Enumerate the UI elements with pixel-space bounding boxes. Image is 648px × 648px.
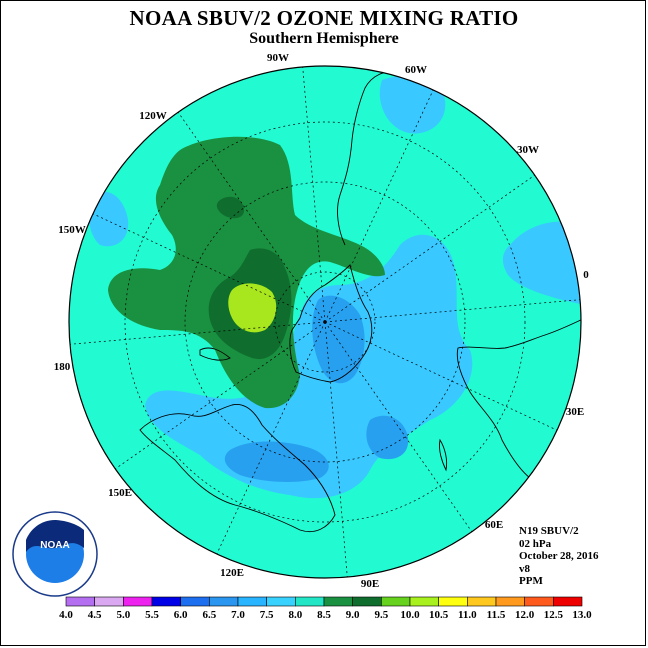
contour-region-mid-blue [224,441,329,482]
info-date: October 28, 2016 [519,550,599,562]
coastline-australia [139,404,336,533]
map-boundary [68,65,582,579]
colorbar-tick-label: 12.0 [515,609,535,621]
colorbar-swatch [65,596,95,607]
colorbar-swatch [381,596,411,607]
contour-region-light-blue [379,75,446,134]
lon-label-60w: 60W [405,64,427,76]
colorbar-tick-label: 6.5 [202,609,216,621]
lon-label-60e: 60E [485,519,503,531]
colorbar-tick-label: 10.0 [400,609,420,621]
colorbar-swatch [467,596,497,607]
colorbar-swatch [94,596,124,607]
coastline-south-america [337,71,399,246]
lon-label-90e: 90E [361,578,379,590]
lon-label-120w: 120W [139,110,167,122]
lon-label-150w: 150W [58,224,86,236]
logo-bird-shape [26,520,84,552]
graticule [69,66,581,578]
colorbar-swatch [266,596,296,607]
lon-label-0: 0 [583,269,589,281]
colorbar-swatch [438,596,468,607]
contour-region-ozone-maximum [228,283,277,333]
lon-label-120e: 120E [220,567,244,579]
colorbar-tick-label: 13.0 [572,609,592,621]
lon-label-30e: 30E [566,406,584,418]
colorbar-tick-label: 9.0 [346,609,360,621]
colorbar-tick-label: 8.5 [317,609,331,621]
colorbar-tick-label: 10.5 [429,609,449,621]
ozone-contours [88,75,581,499]
colorbar-tick-label: 11.5 [487,609,506,621]
contour-region-light-blue [88,191,129,247]
map-title: NOAA SBUV/2 OZONE MIXING RATIO [129,6,519,30]
noaa-logo: NOAA [12,511,98,597]
latitude-circle [124,121,526,523]
lon-label-30w: 30W [517,144,539,156]
lon-label-90w: 90W [267,52,289,64]
colorbar-swatch [180,596,210,607]
info-level: 02 hPa [519,537,552,550]
colorbar-tick-label: 7.5 [260,609,274,621]
colorbar-tick-label: 7.0 [231,609,245,621]
colorbar-tick-label: 5.0 [116,609,130,621]
contour-region-dark-green [216,196,245,219]
colorbar-tick-label: 9.5 [374,609,388,621]
colorbar-tick-label: 8.0 [288,609,302,621]
logo-text: NOAA [40,540,69,551]
colorbar-tick-label: 4.0 [59,609,73,621]
colorbar-swatch [524,596,554,607]
contour-region-light-blue [503,221,581,305]
colorbar-swatch [237,596,267,607]
colorbar-swatch [495,596,525,607]
colorbar-swatch [553,596,583,607]
colorbar-tick-label: 4.5 [88,609,102,621]
colorbar-swatch [409,596,439,607]
colorbar-swatch [123,596,153,607]
latitude-circle [184,181,466,463]
info-version: v8 [519,562,530,575]
colorbar-swatch [151,596,181,607]
colorbar: 4.0 4.5 5.0 5.5 6.0 6.5 7.0 7.5 8.0 8.5 9.0 9.5 10.0… [59,596,592,621]
colorbar-tick-label: 11.0 [458,609,477,621]
info-instrument: N19 SBUV/2 [519,525,579,537]
coastline-africa [456,317,581,479]
colorbar-swatch [352,596,382,607]
colorbar-swatch [209,596,239,607]
coastline-antarctica [289,264,373,383]
info-block: N19 SBUV/2 02 hPa October 28, 2016 v8 PP… [519,525,599,588]
colorbar-swatch [295,596,325,607]
lon-label-180: 180 [54,361,71,373]
colorbar-tick-label: 12.5 [544,609,564,621]
contour-region-mid-blue [366,415,409,460]
coastlines [139,71,581,533]
colorbar-tick-label: 6.0 [174,609,188,621]
colorbar-swatch [323,596,353,607]
coastline-madagascar [439,438,448,472]
coastline-new-zealand [199,347,231,361]
map-subtitle: Southern Hemisphere [249,30,399,47]
info-units: PPM [519,575,543,587]
lon-label-150e: 150E [108,487,132,499]
contour-region-mid-blue [312,295,365,384]
latitude-circle [274,271,376,373]
colorbar-tick-label: 5.5 [145,609,159,621]
